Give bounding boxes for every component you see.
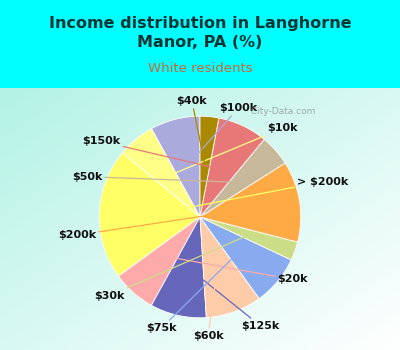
- Wedge shape: [200, 217, 259, 317]
- Text: $60k: $60k: [193, 269, 223, 341]
- Wedge shape: [99, 153, 200, 276]
- Wedge shape: [200, 118, 264, 217]
- Wedge shape: [122, 129, 200, 217]
- Text: > $200k: > $200k: [150, 177, 349, 215]
- Text: $40k: $40k: [177, 96, 207, 162]
- Wedge shape: [200, 139, 285, 217]
- Wedge shape: [200, 217, 291, 299]
- Wedge shape: [200, 116, 219, 217]
- Wedge shape: [200, 217, 298, 260]
- Text: $75k: $75k: [146, 252, 238, 333]
- Text: $125k: $125k: [191, 270, 280, 331]
- Wedge shape: [152, 116, 200, 217]
- Text: $150k: $150k: [82, 136, 220, 169]
- Text: $20k: $20k: [168, 257, 308, 285]
- Text: City-Data.com: City-Data.com: [246, 107, 316, 116]
- Wedge shape: [200, 163, 301, 242]
- Text: $30k: $30k: [94, 236, 247, 301]
- Text: White residents: White residents: [148, 62, 252, 75]
- Wedge shape: [118, 217, 200, 305]
- Text: Income distribution in Langhorne
Manor, PA (%): Income distribution in Langhorne Manor, …: [49, 16, 351, 50]
- Text: $200k: $200k: [58, 209, 249, 240]
- Wedge shape: [152, 217, 206, 318]
- Text: $10k: $10k: [169, 123, 298, 176]
- Text: $100k: $100k: [189, 103, 257, 164]
- Text: $50k: $50k: [72, 172, 236, 182]
